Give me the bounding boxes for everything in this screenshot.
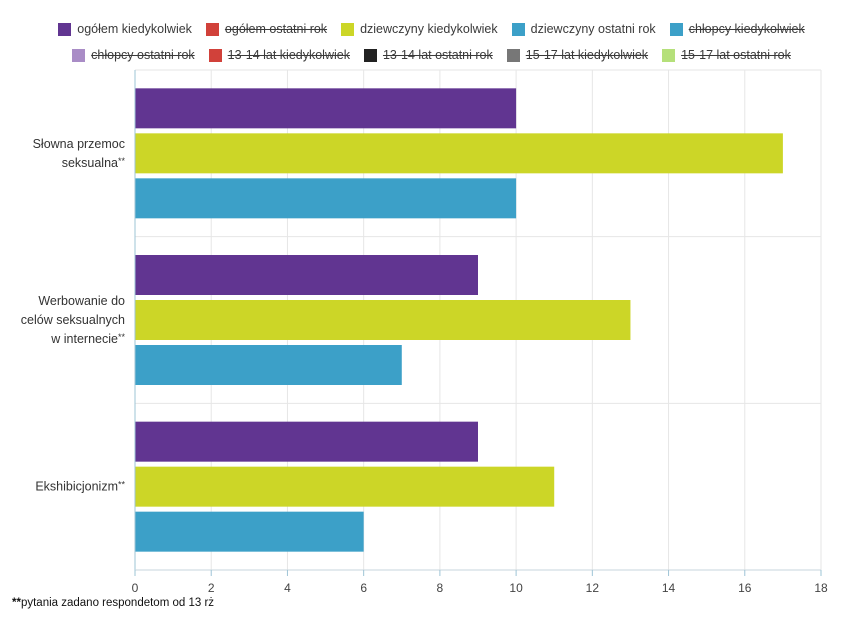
legend-swatch: [511, 22, 525, 36]
footnote-stars: **: [12, 597, 21, 609]
legend-label: ogółem kiedykolwiek: [77, 22, 192, 36]
bar: [135, 300, 631, 340]
x-tick-label: 10: [509, 581, 523, 595]
legend-item[interactable]: chłopcy kiedykolwiek: [669, 22, 805, 36]
legend-row: chłopcy ostatni rok 13-14 lat kiedykolwie…: [0, 42, 863, 68]
legend-item[interactable]: chłopcy ostatni rok: [72, 48, 195, 62]
legend-label: chłopcy ostatni rok: [91, 48, 195, 62]
category-label: celów seksualnych: [21, 313, 125, 327]
legend-item[interactable]: 13-14 lat kiedykolwiek: [208, 48, 350, 62]
legend-swatch: [662, 48, 676, 62]
bar: [135, 255, 478, 295]
bar: [135, 133, 783, 174]
legend-row: ogółem kiedykolwiek ogółem ostatni rok dzi…: [0, 16, 863, 42]
x-tick-label: 16: [738, 581, 752, 595]
category-label: Ekshibicjonizm**: [35, 480, 125, 494]
bar: [135, 466, 555, 507]
category-label: w internecie**: [50, 332, 125, 346]
category-label: Słowna przemoc: [33, 137, 125, 151]
legend-swatch: [506, 48, 520, 62]
legend-label: 15-17 lat ostatni rok: [681, 48, 791, 62]
legend-item[interactable]: ogółem ostatni rok: [205, 22, 328, 36]
bar: [135, 178, 517, 219]
x-tick-label: 2: [208, 581, 215, 595]
x-tick-label: 4: [284, 581, 291, 595]
bar: [135, 345, 402, 385]
x-tick-label: 8: [437, 581, 444, 595]
legend-label: 15-17 lat kiedykolwiek: [525, 48, 649, 62]
bar: [135, 88, 517, 129]
bar: [135, 421, 478, 462]
footnote-text: pytania zadano respondetom od 13 rż: [20, 597, 215, 609]
category-label: Werbowanie do: [38, 294, 125, 308]
legend-swatch: [72, 48, 86, 62]
x-tick-label: 12: [586, 581, 600, 595]
chart-legend: ogółem kiedykolwiek ogółem ostatni rok dzi…: [0, 16, 863, 68]
legend-label: 13-14 lat kiedykolwiek: [227, 48, 350, 62]
x-tick-label: 18: [814, 581, 828, 595]
legend-item[interactable]: 15-17 lat kiedykolwiek: [506, 48, 649, 62]
x-tick-label: 0: [132, 581, 139, 595]
legend-label: chłopcy kiedykolwiek: [688, 22, 805, 36]
legend-item[interactable]: 15-17 lat ostatni rok: [662, 48, 791, 62]
legend-swatch: [363, 48, 377, 62]
x-tick-label: 14: [662, 581, 676, 595]
legend-item[interactable]: dziewczyny kiedykolwiek: [341, 22, 498, 36]
legend-label: dziewczyny ostatni rok: [530, 22, 656, 36]
legend-label: dziewczyny kiedykolwiek: [360, 22, 498, 36]
legend-item[interactable]: ogółem kiedykolwiek: [58, 22, 192, 36]
footnote: **pytania zadano respondetom od 13 rż: [12, 597, 214, 609]
legend-label: ogółem ostatni rok: [224, 22, 328, 36]
legend-swatch: [205, 22, 219, 36]
legend-swatch: [58, 22, 72, 36]
x-tick-label: 6: [360, 581, 367, 595]
legend-swatch: [208, 48, 222, 62]
bar: [135, 511, 364, 552]
category-label: seksualna**: [62, 156, 126, 170]
legend-swatch: [341, 22, 355, 36]
legend-label: 13-14 lat ostatni rok: [382, 48, 493, 62]
legend-item[interactable]: dziewczyny ostatni rok: [511, 22, 656, 36]
legend-swatch: [669, 22, 683, 36]
legend-item[interactable]: 13-14 lat ostatni rok: [363, 48, 493, 62]
